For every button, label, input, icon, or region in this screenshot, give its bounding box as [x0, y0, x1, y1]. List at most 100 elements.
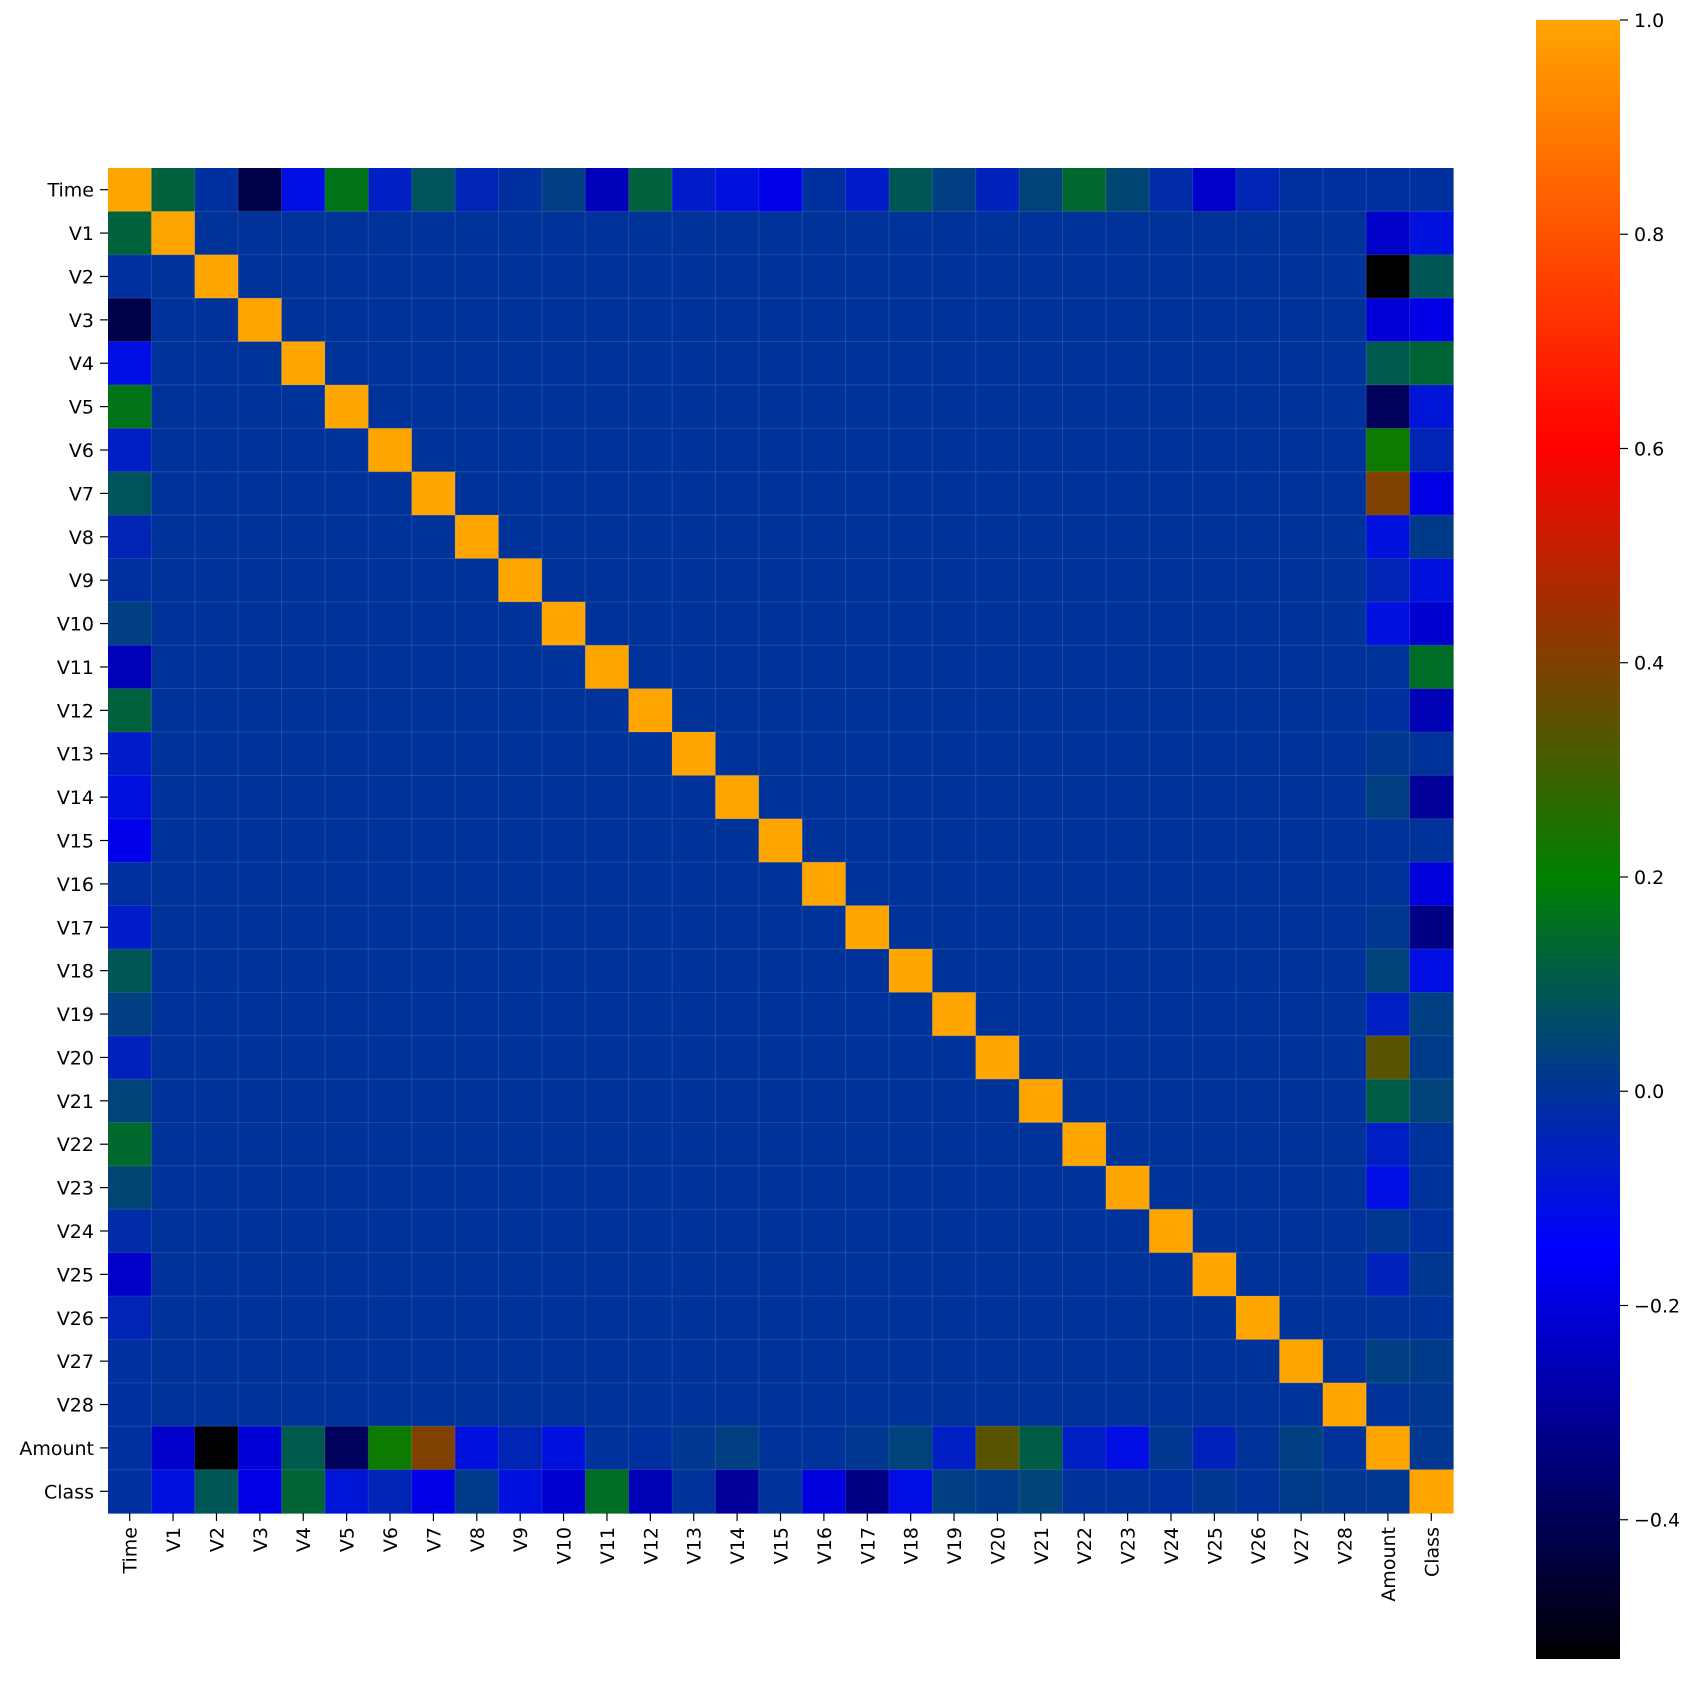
heatmap-cell — [585, 1469, 630, 1514]
heatmap-cell — [1105, 732, 1150, 777]
heatmap-cell — [1279, 818, 1324, 863]
heatmap-cell — [1062, 1339, 1107, 1384]
heatmap-cell — [108, 1079, 152, 1124]
heatmap-cell — [1192, 558, 1237, 603]
heatmap-cell — [455, 254, 500, 299]
heatmap-cell — [281, 1296, 326, 1341]
heatmap-cell — [411, 948, 456, 993]
heatmap-cell — [1409, 862, 1454, 907]
heatmap-cell — [628, 1035, 673, 1080]
heatmap-cell — [281, 428, 326, 473]
y-tick-label: V2 — [69, 266, 94, 288]
heatmap-cell — [1192, 1339, 1237, 1384]
heatmap-cell — [1062, 211, 1107, 256]
heatmap-cell — [628, 1252, 673, 1297]
heatmap-cell — [672, 1382, 717, 1427]
y-tick-label: V3 — [69, 310, 94, 332]
heatmap-cell — [802, 818, 847, 863]
heatmap-cell — [802, 341, 847, 386]
heatmap-cell — [715, 1209, 760, 1254]
heatmap-cell — [281, 645, 326, 690]
heatmap-cell — [281, 1426, 326, 1471]
heatmap-cell — [715, 1382, 760, 1427]
heatmap-cell — [151, 948, 196, 993]
x-tick-label: V15 — [771, 1527, 793, 1564]
heatmap-cell — [455, 645, 500, 690]
heatmap-cell — [541, 1122, 586, 1167]
heatmap-cell — [1279, 992, 1324, 1037]
colorbar-gradient — [1536, 20, 1620, 1659]
heatmap-cell — [585, 1165, 630, 1210]
heatmap-cell — [1236, 905, 1281, 950]
y-tick-label: Class — [44, 1481, 94, 1503]
heatmap-cell — [1366, 1382, 1411, 1427]
heatmap-cell — [672, 1079, 717, 1124]
heatmap-cell — [324, 1209, 369, 1254]
heatmap-cell — [1149, 862, 1194, 907]
heatmap-cell — [1279, 732, 1324, 777]
heatmap-cell — [1062, 1079, 1107, 1124]
y-tick-label: V4 — [69, 353, 94, 375]
heatmap-cell — [1105, 341, 1150, 386]
heatmap-cell — [1019, 168, 1064, 212]
heatmap-cell — [194, 1382, 239, 1427]
heatmap-cell — [1409, 168, 1454, 212]
heatmap-cell — [1236, 688, 1281, 733]
heatmap-cell — [628, 428, 673, 473]
heatmap-cell — [628, 688, 673, 733]
heatmap-cell — [802, 1296, 847, 1341]
heatmap-cell — [1149, 1122, 1194, 1167]
heatmap-cell — [498, 515, 543, 560]
heatmap-cell — [845, 1339, 890, 1384]
y-tick-label: V27 — [57, 1351, 94, 1373]
heatmap-cell — [585, 471, 630, 516]
heatmap-cell — [758, 428, 803, 473]
heatmap-cell — [541, 775, 586, 820]
heatmap-cell — [845, 688, 890, 733]
heatmap-cell — [1279, 298, 1324, 343]
heatmap-cell — [975, 1339, 1020, 1384]
heatmap-cell — [888, 1296, 933, 1341]
heatmap-cell — [1062, 948, 1107, 993]
heatmap-cell — [975, 645, 1020, 690]
heatmap-cell — [802, 1469, 847, 1514]
heatmap-cell — [1366, 1252, 1411, 1297]
heatmap-cell — [1062, 341, 1107, 386]
y-tick-label: V22 — [57, 1134, 94, 1156]
heatmap-cell — [368, 601, 413, 646]
heatmap-cell — [281, 818, 326, 863]
heatmap-cell — [541, 948, 586, 993]
y-tick-label: V8 — [69, 527, 94, 549]
heatmap-cell — [1192, 688, 1237, 733]
heatmap-cell — [975, 428, 1020, 473]
heatmap-cell — [1279, 1035, 1324, 1080]
heatmap-cell — [1322, 1079, 1367, 1124]
heatmap-cell — [498, 905, 543, 950]
heatmap-cell — [324, 1252, 369, 1297]
heatmap-cell — [1366, 1296, 1411, 1341]
heatmap-cell — [194, 558, 239, 603]
heatmap-cell — [108, 862, 152, 907]
heatmap-cell — [802, 1252, 847, 1297]
heatmap-cell — [1409, 1469, 1454, 1514]
heatmap-cell — [194, 1035, 239, 1080]
heatmap-cell — [975, 1035, 1020, 1080]
heatmap-cell — [498, 1426, 543, 1471]
heatmap-cell — [758, 601, 803, 646]
heatmap-cell — [715, 688, 760, 733]
heatmap-cell — [324, 341, 369, 386]
heatmap-cell — [108, 211, 152, 256]
heatmap-cell — [411, 211, 456, 256]
heatmap-cell — [281, 1122, 326, 1167]
x-tick-label: V16 — [814, 1527, 836, 1564]
heatmap-cell — [1105, 298, 1150, 343]
heatmap-cell — [672, 471, 717, 516]
heatmap-cell — [281, 298, 326, 343]
heatmap-cell — [1366, 428, 1411, 473]
heatmap-cell — [541, 818, 586, 863]
heatmap-cell — [108, 1122, 152, 1167]
y-tick-label: V10 — [57, 614, 94, 636]
heatmap-cell — [932, 645, 977, 690]
heatmap-cell — [281, 948, 326, 993]
heatmap-cell — [108, 732, 152, 777]
